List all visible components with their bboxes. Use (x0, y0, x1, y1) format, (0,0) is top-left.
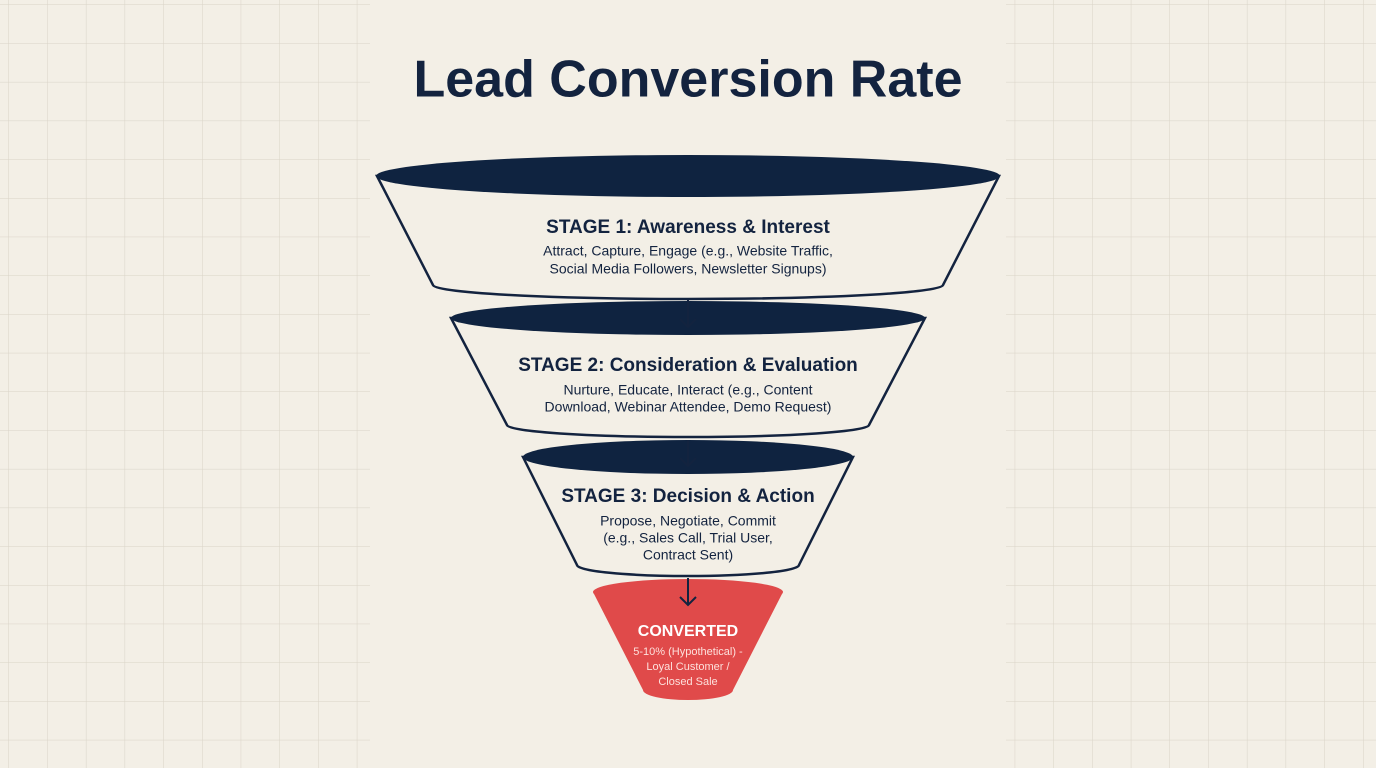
stage-description: (e.g., Sales Call, Trial User, (603, 530, 773, 546)
converted-description: Loyal Customer / (646, 661, 730, 673)
converted-description: 5-10% (Hypothetical) - (633, 646, 743, 658)
funnel-stage (448, 316, 928, 439)
title: Lead Conversion Rate (413, 51, 962, 109)
arrow (679, 300, 697, 329)
stage-title: STAGE 2: Consideration & Evaluation (518, 355, 858, 376)
grid-left (0, 0, 370, 768)
stage-description: Contract Sent) (643, 547, 733, 563)
grid-right (1006, 0, 1376, 768)
stage-description: Attract, Capture, Engage (e.g., Website … (543, 243, 833, 259)
stage-description: Nurture, Educate, Interact (e.g., Conten… (563, 382, 812, 398)
converted-title: CONVERTED (638, 623, 738, 640)
stage-title: STAGE 1: Awareness & Interest (546, 217, 830, 238)
stage-description: Propose, Negotiate, Commit (600, 513, 776, 529)
stage-description: Download, Webinar Attendee, Demo Request… (545, 399, 832, 415)
arrow (679, 578, 697, 607)
funnel-stage (374, 174, 1002, 301)
stage-description: Social Media Followers, Newsletter Signu… (550, 261, 827, 277)
converted-description: Closed Sale (658, 676, 717, 688)
converted-shape (593, 592, 783, 700)
funnel-rim (376, 155, 1000, 197)
funnel-stage (520, 455, 856, 578)
stage-title: STAGE 3: Decision & Action (561, 486, 814, 507)
arrow (679, 440, 697, 468)
